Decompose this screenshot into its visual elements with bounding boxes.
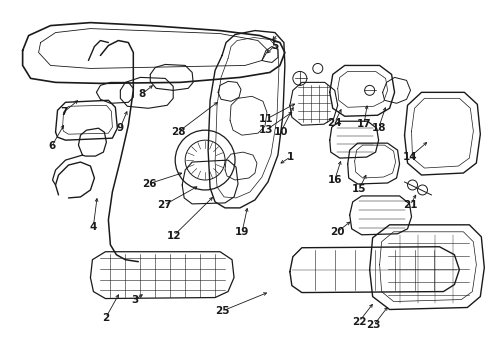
Text: 24: 24 — [327, 118, 341, 128]
Text: 22: 22 — [351, 317, 366, 327]
Text: 15: 15 — [351, 184, 366, 194]
Text: 23: 23 — [366, 320, 380, 330]
Text: 4: 4 — [89, 222, 97, 231]
Text: 5: 5 — [270, 41, 278, 50]
Text: 16: 16 — [327, 175, 341, 185]
Text: 20: 20 — [329, 227, 344, 237]
Text: 21: 21 — [402, 200, 417, 210]
Text: 27: 27 — [157, 200, 171, 210]
Text: 3: 3 — [131, 295, 138, 305]
Text: 6: 6 — [48, 141, 56, 151]
Text: 8: 8 — [138, 89, 145, 99]
Text: 17: 17 — [356, 120, 370, 129]
Text: 26: 26 — [142, 179, 156, 189]
Text: 7: 7 — [61, 107, 68, 117]
Text: 18: 18 — [370, 123, 385, 133]
Text: 28: 28 — [171, 127, 185, 136]
Text: 13: 13 — [259, 125, 273, 135]
Text: 12: 12 — [166, 231, 181, 240]
Text: 19: 19 — [234, 227, 249, 237]
Text: 2: 2 — [102, 313, 109, 323]
Text: 14: 14 — [402, 152, 417, 162]
Text: 10: 10 — [273, 127, 288, 136]
Text: 11: 11 — [259, 114, 273, 124]
Text: 1: 1 — [286, 152, 294, 162]
Text: 9: 9 — [116, 123, 123, 133]
Text: 25: 25 — [215, 306, 229, 316]
